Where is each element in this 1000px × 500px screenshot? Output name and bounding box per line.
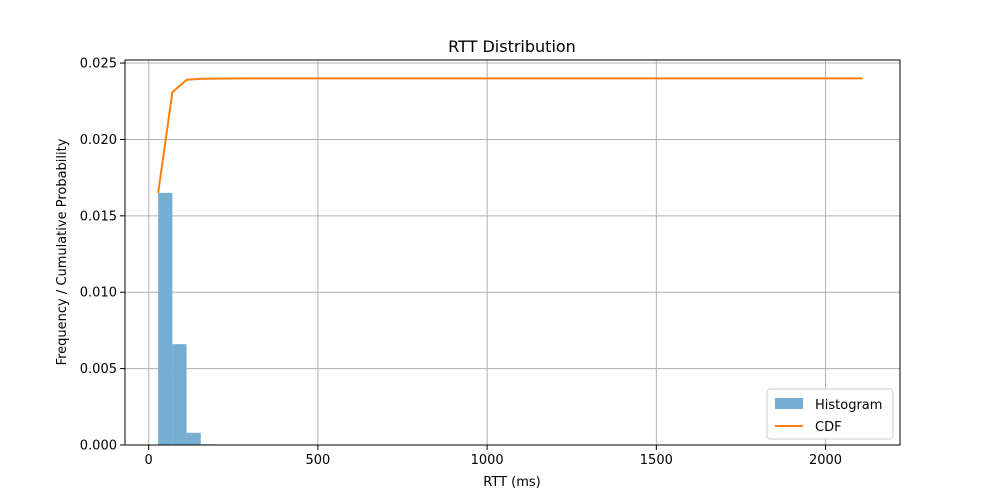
x-tick-label: 0 — [145, 453, 153, 468]
legend-cdf-label: CDF — [815, 420, 842, 435]
y-tick-label: 0.025 — [80, 57, 117, 72]
y-tick-label: 0.000 — [80, 439, 117, 454]
plot-frame — [124, 59, 901, 446]
x-tick-label: 500 — [305, 453, 330, 468]
y-tick-label: 0.020 — [80, 133, 117, 148]
x-tick-label: 2000 — [809, 453, 842, 468]
grid — [125, 60, 900, 446]
histogram-bar — [158, 192, 173, 445]
y-tick-label: 0.010 — [80, 286, 117, 301]
histogram-bar — [172, 344, 187, 445]
chart-title: RTT Distribution — [448, 37, 576, 56]
y-tick-label: 0.015 — [80, 209, 117, 224]
x-axis-label: RTT (ms) — [483, 475, 540, 490]
cdf-line-group — [157, 77, 863, 194]
histogram-bars — [158, 192, 216, 445]
y-axis-ticks: 0.000 0.005 0.010 0.015 0.020 0.025 — [80, 57, 125, 454]
x-tick-label: 1500 — [640, 453, 673, 468]
x-tick-label: 1000 — [471, 453, 504, 468]
x-axis-ticks: 0 500 1000 1500 2000 — [145, 445, 842, 468]
cdf-line — [157, 77, 863, 194]
legend-histogram-swatch — [775, 398, 803, 409]
histogram-bar — [186, 432, 201, 445]
legend-histogram-label: Histogram — [815, 398, 882, 413]
y-tick-label: 0.005 — [80, 362, 117, 377]
legend: Histogram CDF — [766, 388, 894, 440]
y-axis-label: Frequency / Cumulative Probability — [55, 138, 70, 365]
